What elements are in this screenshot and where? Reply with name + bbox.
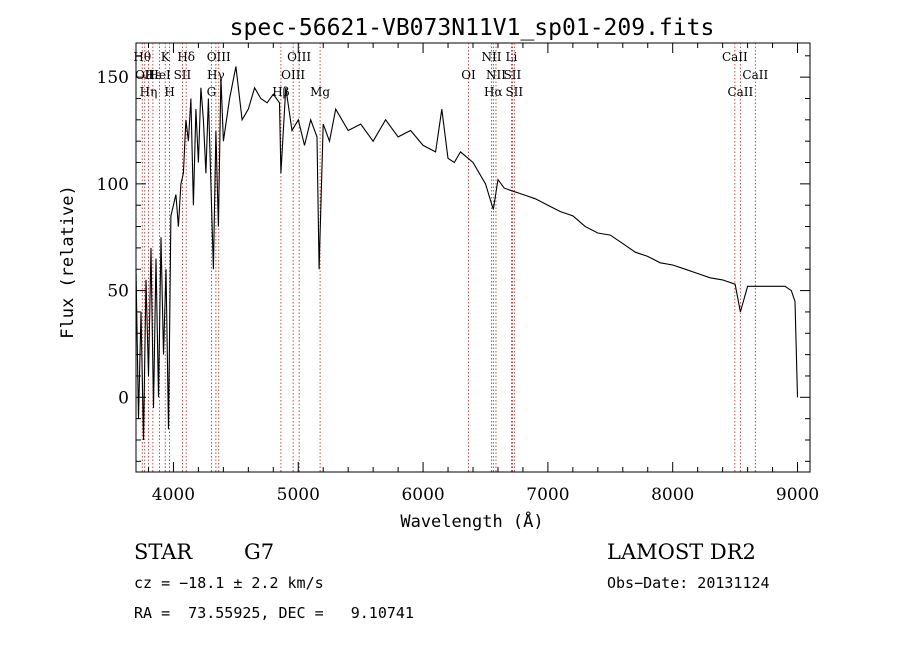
spectral-line-labels: HθOIIHηHεHeIKHSIIHδGHγOIIIHβOIIIOIIIMgOI… [133,50,768,99]
y-tick-label: 50 [107,282,129,302]
object-class: STAR [134,540,193,564]
observation-date: Obs−Date: 20131124 [607,574,770,592]
survey-name: LAMOST DR2 [607,540,756,564]
line-label: OIII [207,50,231,64]
x-tick-label: 5000 [277,485,320,505]
line-label: SII [505,85,523,99]
x-tick-label: 6000 [401,485,444,505]
x-axis-title: Wavelength (Å) [400,510,543,532]
y-axis-ticks: 0 50 100 150 [97,55,810,462]
line-label: OI [461,68,476,82]
line-label: Li [506,50,518,64]
chart-title: spec-56621-VB073N11V1_sp01-209.fits [230,15,715,41]
line-label: CaII [727,85,753,99]
line-label: Hε [145,68,162,82]
line-label: OIII [287,50,311,64]
spectral-line-markers [141,43,756,472]
line-label: H [164,85,174,99]
x-axis-ticks: 4000 5000 6000 7000 8000 9000 [147,43,819,505]
line-label: Hγ [207,68,225,82]
line-label: NII [486,68,506,82]
line-label: OIII [281,68,305,82]
y-tick-label: 0 [118,388,129,408]
line-label: K [161,50,171,64]
y-tick-label: 150 [97,68,129,88]
line-label: NII [481,50,501,64]
plot-frame [135,42,811,473]
y-axis-title: Flux (relative) [58,185,78,339]
line-label: Mg [310,85,330,99]
line-label: CaII [742,68,768,82]
line-label: Hθ [133,50,151,64]
line-label: OII [135,68,155,82]
line-label: SII [504,68,522,82]
line-label: HeI [148,68,171,82]
line-label: Hα [484,85,503,99]
redshift-cz: cz = −18.1 ± 2.2 km/s [134,574,324,592]
line-label: CaII [722,50,748,64]
y-tick-label: 100 [97,175,129,195]
line-label: SII [174,68,192,82]
object-subclass: G7 [244,540,275,564]
line-label: Hδ [177,50,195,64]
line-label: Hη [140,85,158,99]
x-tick-label: 8000 [651,485,694,505]
x-tick-label: 4000 [152,485,195,505]
spectrum-line [135,66,799,441]
x-tick-label: 9000 [776,485,819,505]
x-tick-label: 7000 [526,485,569,505]
coordinates: RA = 73.55925, DEC = 9.10741 [134,604,414,622]
line-label: G [207,85,217,99]
